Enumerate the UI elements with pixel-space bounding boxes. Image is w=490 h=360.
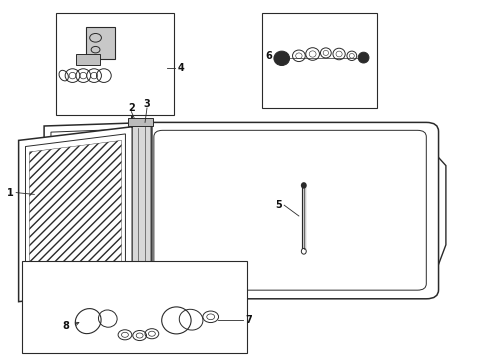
Ellipse shape [358, 52, 369, 63]
Bar [22, 261, 247, 353]
Bar [128, 118, 153, 126]
Text: 4: 4 [178, 63, 185, 73]
Ellipse shape [274, 51, 290, 66]
Bar [262, 13, 377, 108]
Text: 7: 7 [245, 315, 252, 325]
Polygon shape [19, 127, 132, 302]
Text: 5: 5 [275, 200, 282, 210]
Text: 8: 8 [63, 321, 70, 331]
Bar [76, 54, 100, 65]
Bar [56, 13, 174, 115]
FancyBboxPatch shape [142, 122, 439, 299]
Text: 3: 3 [144, 99, 150, 109]
Text: 1: 1 [7, 188, 14, 198]
Polygon shape [44, 122, 152, 293]
Text: 6: 6 [265, 51, 272, 61]
Polygon shape [145, 124, 446, 297]
Ellipse shape [301, 182, 307, 189]
Text: 2: 2 [128, 103, 135, 113]
Polygon shape [132, 124, 151, 288]
Bar [86, 27, 115, 59]
